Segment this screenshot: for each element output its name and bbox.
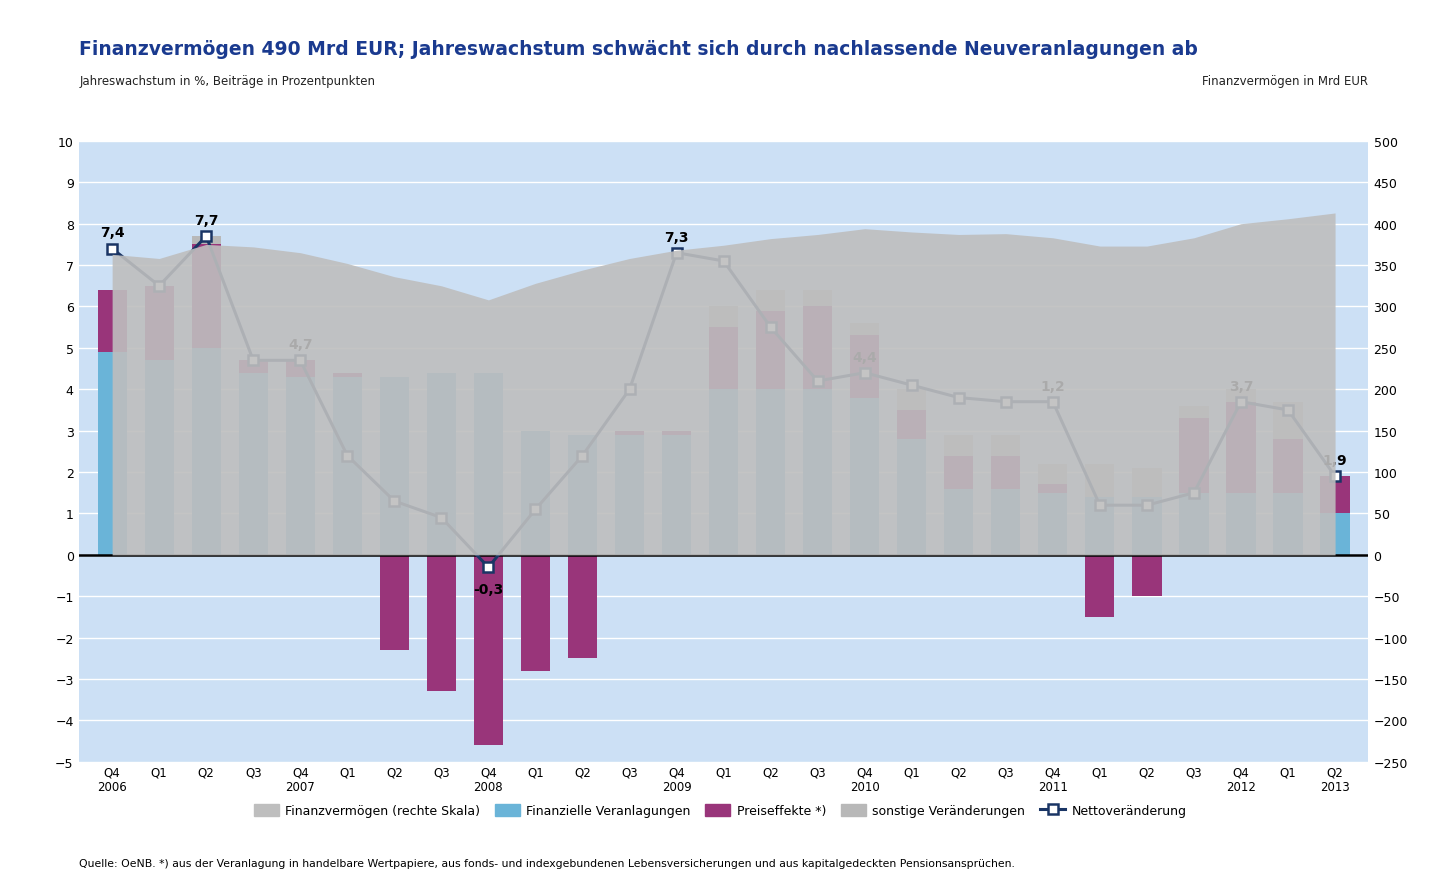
Legend: Finanzvermögen (rechte Skala), Finanzielle Veranlagungen, Preiseffekte *), sonst: Finanzvermögen (rechte Skala), Finanziel… bbox=[249, 799, 1191, 822]
Bar bbox=[239, 373, 268, 556]
Bar bbox=[1179, 494, 1208, 556]
Bar bbox=[239, 361, 268, 373]
Bar bbox=[1273, 494, 1303, 556]
Bar bbox=[1038, 485, 1067, 494]
Bar bbox=[380, 556, 409, 650]
Bar bbox=[1086, 556, 1115, 618]
Text: Finanzvermögen 490 Mrd EUR; Jahreswachstum schwächt sich durch nachlassende Neuv: Finanzvermögen 490 Mrd EUR; Jahreswachst… bbox=[79, 40, 1198, 58]
Text: Finanzvermögen in Mrd EUR: Finanzvermögen in Mrd EUR bbox=[1202, 75, 1368, 89]
Bar bbox=[945, 489, 973, 556]
Bar bbox=[426, 556, 456, 692]
Text: -0,3: -0,3 bbox=[474, 582, 504, 596]
Bar bbox=[144, 361, 174, 556]
Text: 7,7: 7,7 bbox=[194, 214, 219, 228]
Bar bbox=[991, 456, 1021, 489]
Bar bbox=[850, 398, 880, 556]
Bar bbox=[897, 410, 926, 439]
Bar bbox=[1273, 439, 1303, 494]
Bar bbox=[333, 377, 361, 556]
Bar bbox=[426, 373, 456, 556]
Bar bbox=[567, 556, 598, 658]
Bar bbox=[850, 336, 880, 398]
Bar bbox=[662, 431, 691, 435]
Bar bbox=[521, 431, 550, 556]
Bar bbox=[521, 556, 550, 671]
Bar bbox=[756, 390, 785, 556]
Bar bbox=[662, 435, 691, 556]
Bar bbox=[567, 435, 598, 556]
Bar bbox=[756, 291, 785, 311]
Bar bbox=[1038, 464, 1067, 485]
Bar bbox=[380, 377, 409, 556]
Bar bbox=[708, 390, 739, 556]
Bar bbox=[333, 373, 361, 377]
Bar bbox=[1273, 402, 1303, 439]
Bar bbox=[1227, 390, 1256, 402]
Bar bbox=[1179, 407, 1208, 419]
Bar bbox=[615, 431, 644, 435]
Bar bbox=[708, 307, 739, 328]
Bar bbox=[1179, 419, 1208, 494]
Bar bbox=[991, 435, 1021, 456]
Bar bbox=[192, 245, 220, 348]
Text: 7,4: 7,4 bbox=[99, 226, 124, 240]
Bar bbox=[1038, 494, 1067, 556]
Bar bbox=[474, 556, 503, 745]
Text: 4,4: 4,4 bbox=[852, 350, 877, 364]
Bar bbox=[850, 323, 880, 336]
Text: 4,7: 4,7 bbox=[288, 338, 312, 352]
Bar bbox=[945, 456, 973, 489]
Bar bbox=[144, 286, 174, 361]
Text: Jahreswachstum in %, Beiträge in Prozentpunkten: Jahreswachstum in %, Beiträge in Prozent… bbox=[79, 75, 376, 89]
Bar bbox=[1132, 556, 1162, 596]
Bar bbox=[897, 390, 926, 410]
Bar bbox=[897, 439, 926, 556]
Bar bbox=[1320, 477, 1349, 514]
Bar bbox=[1320, 514, 1349, 556]
Bar bbox=[615, 435, 644, 556]
Bar bbox=[474, 373, 503, 556]
Bar bbox=[1132, 469, 1162, 497]
Bar bbox=[192, 237, 220, 245]
Bar bbox=[991, 489, 1021, 556]
Text: 3,7: 3,7 bbox=[1228, 379, 1253, 393]
Bar bbox=[756, 311, 785, 390]
Bar bbox=[1086, 464, 1115, 497]
Bar bbox=[945, 435, 973, 456]
Bar bbox=[285, 361, 315, 377]
Bar bbox=[804, 390, 832, 556]
Bar bbox=[1227, 402, 1256, 494]
Bar bbox=[804, 307, 832, 390]
Bar bbox=[1086, 497, 1115, 556]
Bar bbox=[1227, 494, 1256, 556]
Bar bbox=[98, 353, 127, 556]
Bar bbox=[1132, 497, 1162, 556]
Bar bbox=[804, 291, 832, 307]
Bar bbox=[98, 291, 127, 353]
Text: Quelle: OeNB. *) aus der Veranlagung in handelbare Wertpapiere, aus fonds- und i: Quelle: OeNB. *) aus der Veranlagung in … bbox=[79, 859, 1015, 868]
Text: 7,3: 7,3 bbox=[664, 230, 688, 245]
Text: 1,9: 1,9 bbox=[1323, 454, 1348, 468]
Bar bbox=[708, 328, 739, 390]
Bar bbox=[192, 348, 220, 556]
Bar bbox=[285, 377, 315, 556]
Text: 1,2: 1,2 bbox=[1041, 379, 1066, 393]
